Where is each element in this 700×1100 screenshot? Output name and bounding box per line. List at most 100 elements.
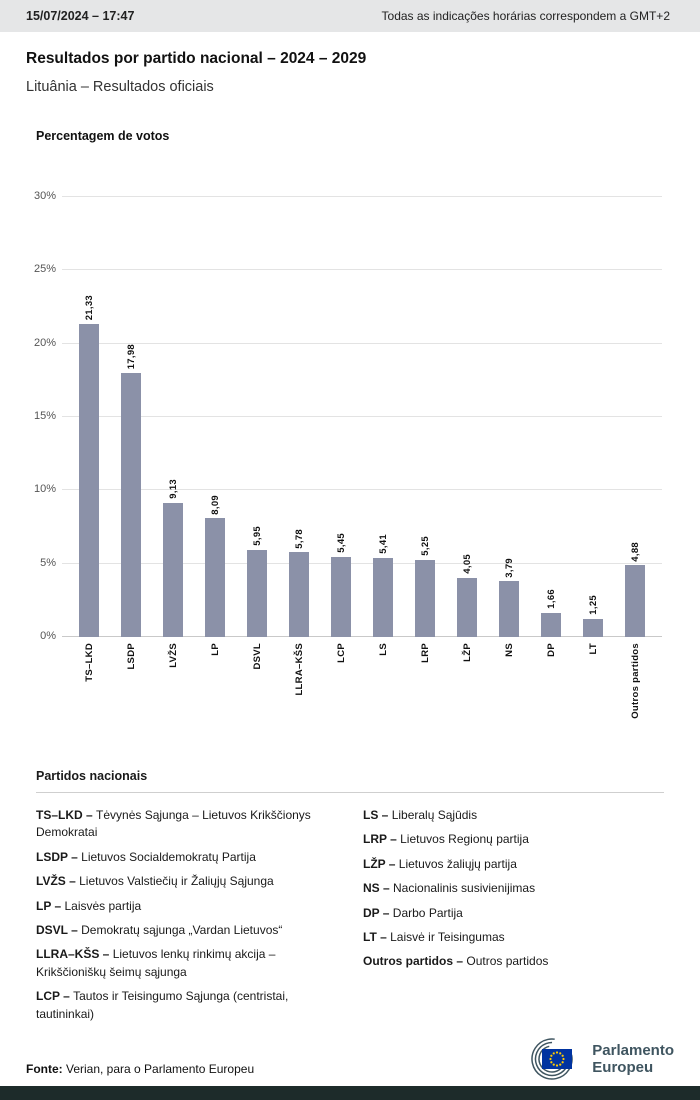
source-label: Fonte: (26, 1062, 63, 1076)
x-axis-labels: TS–LKD LSDP LVŽS LP DSVL LLRA–KŠS LCP LS LRP LŽP N… (62, 637, 662, 755)
bar-column: 4,05 (446, 197, 488, 637)
legend-item-name: Laisvės partija (64, 898, 142, 913)
page-subtitle: Lituânia – Resultados oficiais (26, 79, 214, 95)
y-axis-tick-label: 20% (33, 336, 56, 349)
bar (205, 518, 225, 637)
legend-item: LRP – Lietuvos Regionų partija (363, 831, 664, 848)
legend-item-name: Demokratų sąjunga „Vardan Lietuvos“ (81, 922, 283, 937)
legend-column: LS – Liberalų Sąjūdis LRP – Lietuvos Regi… (363, 807, 664, 1030)
legend-item-abbr: TS–LKD – (36, 808, 97, 822)
x-label-column: LŽP (446, 637, 488, 755)
x-label-column: NS (488, 637, 530, 755)
bar-column: 5,25 (404, 197, 446, 637)
y-axis-tick-label: 15% (33, 410, 56, 422)
legend-item-name: Lietuvos Regionų partija (400, 832, 529, 847)
x-label-column: TS–LKD (68, 637, 110, 755)
ep-logo-text-line1: Parlamento (592, 1041, 674, 1059)
bar (247, 549, 267, 637)
legend-item-name: Darbo Partija (392, 905, 463, 920)
x-label-column: LP (194, 637, 236, 755)
legend-item: LSDP – Lietuvos Socialdemokratų Partija (36, 849, 337, 866)
legend-item-name: Lietuvos Valstiečių ir Žaliųjų Sąjunga (79, 874, 274, 889)
bar (373, 557, 393, 637)
legend-item: LT – Laisvė ir Teisingumas (363, 929, 664, 946)
bar (163, 503, 183, 637)
bar (79, 324, 99, 637)
source-text: Verian, para o Parlamento Europeu (62, 1062, 255, 1076)
legend-item-abbr: LP – (36, 898, 65, 913)
legend-item-abbr: LT – (363, 929, 391, 944)
legend-item-abbr: LVŽS – (36, 874, 80, 889)
plot-area: 0% 5% 10% 15% 20% 25% 30% 21,33 17,98 9,13 8,09 5,9… (34, 190, 662, 642)
page-title: Resultados por partido nacional – 2024 –… (26, 50, 367, 67)
header: Resultados por partido nacional – 2024 –… (0, 32, 700, 95)
bar-value-label: 4,05 (461, 553, 473, 574)
legend-item: DP – Darbo Partija (363, 905, 664, 922)
x-label-column: LT (572, 637, 614, 755)
bar-column: 5,95 (236, 197, 278, 637)
bar-column: 5,78 (278, 197, 320, 637)
legend-divider (36, 792, 664, 793)
bar-value-label: 17,98 (125, 344, 137, 370)
bar-column: 17,98 (110, 197, 152, 637)
legend-item: NS – Nacionalinis susivienijimas (363, 880, 664, 897)
bar-x-label: TS–LKD (83, 643, 95, 682)
bar-x-label: LRP (419, 643, 431, 663)
bar-x-label: LS (377, 643, 389, 656)
bar-column: 8,09 (194, 197, 236, 637)
eu-flag-icon (542, 1049, 573, 1069)
bar-x-label: LP (209, 643, 221, 656)
bar-column: 1,66 (530, 197, 572, 637)
legend-item-name: Nacionalinis susivienijimas (393, 881, 536, 896)
y-axis-tick-label: 0% (40, 630, 56, 642)
x-label-column: Outros partidos (614, 637, 656, 755)
legend-item: LVŽS – Lietuvos Valstiečių ir Žaliųjų Są… (36, 873, 337, 890)
gridline: 20% (34, 337, 662, 349)
y-axis-tick-label: 25% (33, 263, 56, 276)
legend-item-name: Lietuvos lenkų rinkimų akcija – Krikščio… (36, 947, 276, 979)
gridline: 15% (34, 410, 662, 422)
bar-x-label: LSDP (125, 643, 137, 670)
bar-value-label: 5,41 (377, 533, 389, 554)
legend-item-name: Lietuvos žaliųjų partija (398, 856, 517, 871)
bar-value-label: 5,78 (293, 528, 305, 549)
x-label-column: LCP (320, 637, 362, 755)
ep-logo-text: Parlamento Europeu (592, 1042, 674, 1077)
legend-item-abbr: LCP – (36, 989, 74, 1004)
bottom-accent-bar (0, 1086, 700, 1100)
bar-value-label: 4,88 (629, 541, 641, 562)
bar-column: 3,79 (488, 197, 530, 637)
bars: 21,33 17,98 9,13 8,09 5,95 5,78 5,45 5,41 5,25 4,… (62, 197, 662, 637)
legend-title: Partidos nacionais (36, 769, 148, 783)
x-label-column: LS (362, 637, 404, 755)
bar-value-label: 5,45 (335, 533, 347, 554)
x-label-column: DSVL (236, 637, 278, 755)
gridline: 5% (40, 557, 662, 569)
gridline: 0% (40, 630, 662, 642)
bar-value-label: 5,95 (251, 526, 263, 546)
bar-x-label: DSVL (251, 643, 263, 670)
bar-value-label: 3,79 (503, 557, 515, 578)
bar-column: 21,33 (68, 197, 110, 637)
bar (625, 565, 645, 637)
y-axis-tick-label: 10% (33, 483, 56, 496)
bar (499, 581, 519, 637)
legend-column: TS–LKD – Tėvynės Sąjunga – Lietuvos Krik… (36, 807, 337, 1030)
bar-column: 5,45 (320, 197, 362, 637)
bar-column: 5,41 (362, 197, 404, 637)
legend-item-abbr: DSVL – (36, 922, 82, 937)
x-label-column: LSDP (110, 637, 152, 755)
x-label-column: LRP (404, 637, 446, 755)
bar-value-label: 1,25 (587, 594, 599, 615)
legend-item-name: Laisvė ir Teisingumas (390, 929, 505, 944)
bar (331, 557, 351, 637)
timezone-note: Todas as indicações horárias corresponde… (381, 9, 670, 23)
legend-item-name: Tėvynės Sąjunga – Lietuvos Krikščionys D… (36, 808, 311, 840)
x-label-column: LLRA–KŠS (278, 637, 320, 755)
bar-x-label: LŽP (461, 643, 473, 662)
bar (541, 612, 561, 637)
bar-column: 1,25 (572, 197, 614, 637)
legend-section: Partidos nacionais TS–LKD – Tėvynės Sąju… (0, 769, 700, 1030)
bar (457, 577, 477, 637)
